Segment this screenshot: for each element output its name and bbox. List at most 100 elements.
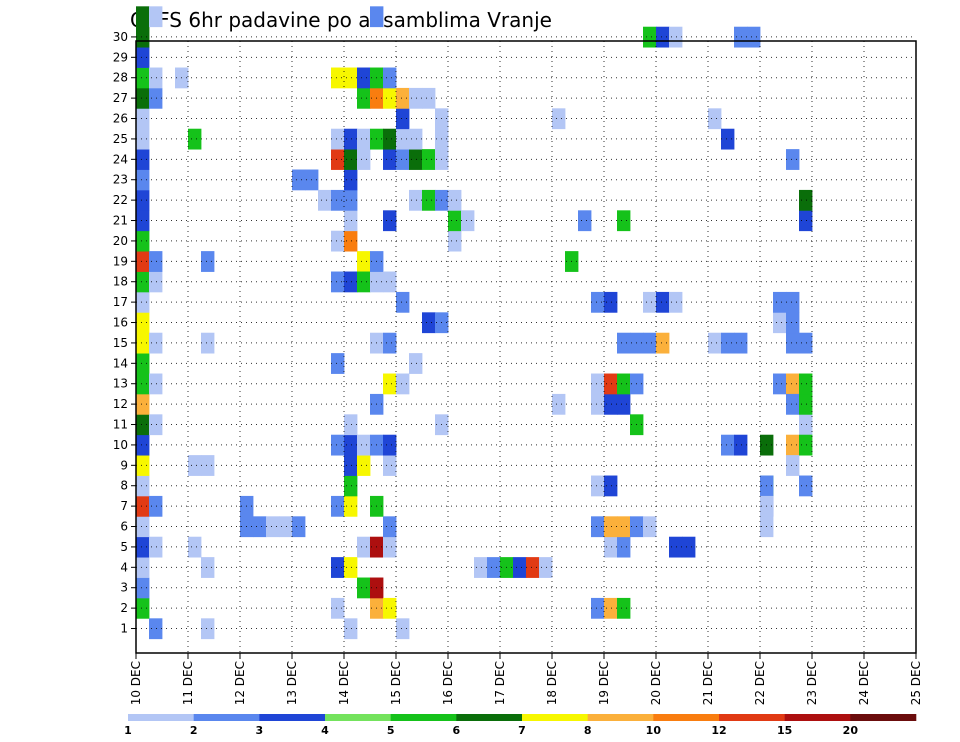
x-tick-label: 25 DEC — [909, 661, 923, 705]
colorbar-label: 20 — [843, 724, 859, 737]
heatmap-cell — [136, 557, 150, 578]
heatmap-cell — [474, 557, 488, 578]
heatmap-cell — [383, 210, 397, 232]
heatmap-cell — [383, 128, 397, 150]
heatmap-cell — [331, 495, 345, 517]
y-tick-label: 7 — [120, 499, 128, 513]
heatmap-cell — [344, 475, 358, 497]
x-tick-label: 14 DEC — [337, 661, 351, 705]
heatmap-cell — [734, 434, 748, 456]
heatmap-cell — [448, 189, 462, 211]
heatmap-cell — [331, 67, 345, 89]
x-tick-label: 15 DEC — [389, 661, 403, 705]
heatmap-cell — [331, 230, 345, 252]
heatmap-cell — [357, 271, 371, 293]
colorbar: 1 2 3 4 5 6 7 8 10 12 15 20 — [124, 714, 917, 737]
heatmap-cell — [786, 332, 800, 354]
y-tick-label: 30 — [113, 30, 128, 44]
x-tick-label: 11 DEC — [181, 661, 195, 705]
colorbar-segment — [193, 714, 260, 721]
y-tick-label: 26 — [113, 112, 128, 126]
heatmap-cell — [253, 516, 267, 538]
colorbar-segment — [653, 714, 720, 721]
heatmap-cell — [201, 332, 215, 354]
colorbar-segment — [456, 714, 523, 721]
colorbar-label: 12 — [711, 724, 726, 737]
heatmap-cell — [331, 149, 345, 170]
heatmap-cell — [357, 67, 371, 89]
heatmap-cell — [344, 414, 358, 436]
heatmap-cell — [604, 597, 618, 619]
heatmap-cell — [799, 393, 813, 415]
y-tick-label: 5 — [120, 540, 128, 554]
heatmap-cell — [786, 434, 800, 456]
heatmap-cell — [136, 353, 150, 374]
heatmap-cell — [578, 210, 592, 232]
heatmap-cell — [149, 536, 163, 558]
heatmap-cell — [136, 597, 150, 619]
colorbar-segment — [587, 714, 654, 721]
heatmap-cell — [656, 26, 670, 48]
heatmap-cell — [552, 393, 566, 415]
heatmap-cell — [786, 393, 800, 415]
y-tick-label: 2 — [120, 601, 128, 615]
heatmap-cells — [136, 6, 813, 640]
x-tick-label: 23 DEC — [805, 661, 819, 705]
heatmap-cell — [799, 373, 813, 395]
heatmap-cell — [773, 373, 787, 395]
x-tick-label: 16 DEC — [441, 661, 455, 705]
colorbar-segment — [522, 714, 588, 721]
heatmap-cell — [656, 291, 670, 313]
heatmap-cell — [149, 271, 163, 293]
heatmap-cell — [136, 495, 150, 517]
heatmap-cell — [136, 577, 150, 599]
heatmap-cell — [617, 597, 631, 619]
heatmap-cell — [383, 149, 397, 170]
heatmap-cell — [344, 149, 358, 170]
heatmap-cell — [643, 26, 657, 48]
heatmap-cell — [136, 67, 150, 89]
heatmap-cell — [331, 271, 345, 293]
heatmap-cell — [149, 618, 163, 640]
heatmap-cell — [396, 149, 410, 170]
heatmap-cell — [149, 495, 163, 517]
y-tick-label: 12 — [113, 397, 128, 411]
heatmap-cell — [136, 393, 150, 415]
heatmap-cell — [344, 618, 358, 640]
heatmap-cell — [513, 557, 527, 578]
heatmap-cell — [409, 353, 423, 374]
heatmap-cell — [786, 312, 800, 334]
heatmap-cell — [409, 189, 423, 211]
heatmap-cell — [357, 455, 371, 476]
heatmap-cell — [591, 373, 605, 395]
heatmap-cell — [357, 251, 371, 272]
x-axis-ticks: 10 DEC 11 DEC 12 DEC 13 DEC 14 DEC 15 DEC 16 D… — [129, 653, 923, 705]
heatmap-cell — [396, 373, 410, 395]
heatmap-cell — [136, 189, 150, 211]
heatmap-cell — [461, 210, 475, 232]
heatmap-cell — [591, 516, 605, 538]
heatmap-cell — [539, 557, 553, 578]
colorbar-segment — [259, 714, 326, 721]
heatmap-cell — [136, 26, 150, 48]
heatmap-cell — [396, 618, 410, 640]
heatmap-cell — [786, 291, 800, 313]
heatmap-cell — [643, 332, 657, 354]
heatmap-cell — [669, 291, 683, 313]
heatmap-cell — [617, 332, 631, 354]
heatmap-cell — [370, 6, 384, 28]
heatmap-cell — [773, 291, 787, 313]
heatmap-cell — [604, 393, 618, 415]
heatmap-cell — [344, 189, 358, 211]
y-tick-label: 11 — [113, 418, 128, 432]
heatmap-cell — [487, 557, 501, 578]
heatmap-cell — [617, 516, 631, 538]
heatmap-cell — [149, 67, 163, 89]
heatmap-cell — [604, 475, 618, 497]
heatmap-cell — [188, 455, 202, 476]
heatmap-cell — [149, 373, 163, 395]
x-tick-label: 19 DEC — [597, 661, 611, 705]
heatmap-cell — [799, 475, 813, 497]
x-tick-label: 13 DEC — [285, 661, 299, 705]
x-tick-label: 21 DEC — [701, 661, 715, 705]
